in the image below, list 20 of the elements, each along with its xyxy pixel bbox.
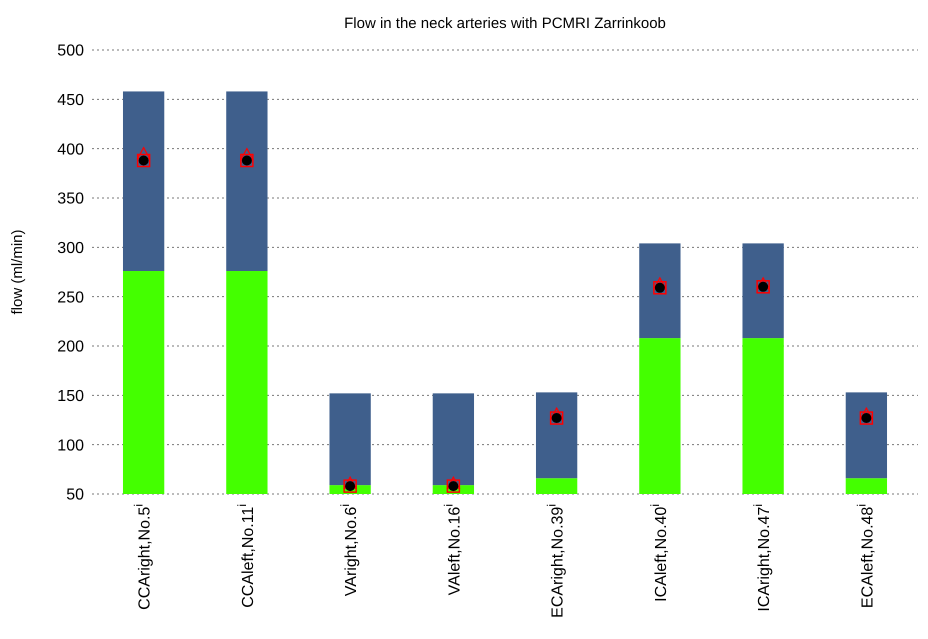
y-tick-label: 300 <box>57 240 84 257</box>
y-tick-label: 250 <box>57 289 84 306</box>
point <box>446 476 460 489</box>
y-tick-label: 50 <box>66 486 84 504</box>
point <box>756 277 770 290</box>
point <box>344 476 357 489</box>
y-tick-label: 350 <box>57 190 84 208</box>
point <box>137 146 150 160</box>
point <box>860 407 873 420</box>
point <box>550 407 564 420</box>
y-tick-label: 400 <box>57 141 84 158</box>
y-tick-label: 100 <box>57 437 84 454</box>
y-tick-label: 200 <box>57 338 84 356</box>
y-axis-title: flow (ml/min) <box>9 230 26 314</box>
point <box>653 277 666 290</box>
y-tick-label: 500 <box>57 42 84 60</box>
point <box>240 148 254 160</box>
y-tick-label: 150 <box>57 388 84 405</box>
y-tick-label: 450 <box>57 92 84 109</box>
chart-title: Flow in the neck arteries with PCMRI Zarrinkoob <box>344 15 666 32</box>
